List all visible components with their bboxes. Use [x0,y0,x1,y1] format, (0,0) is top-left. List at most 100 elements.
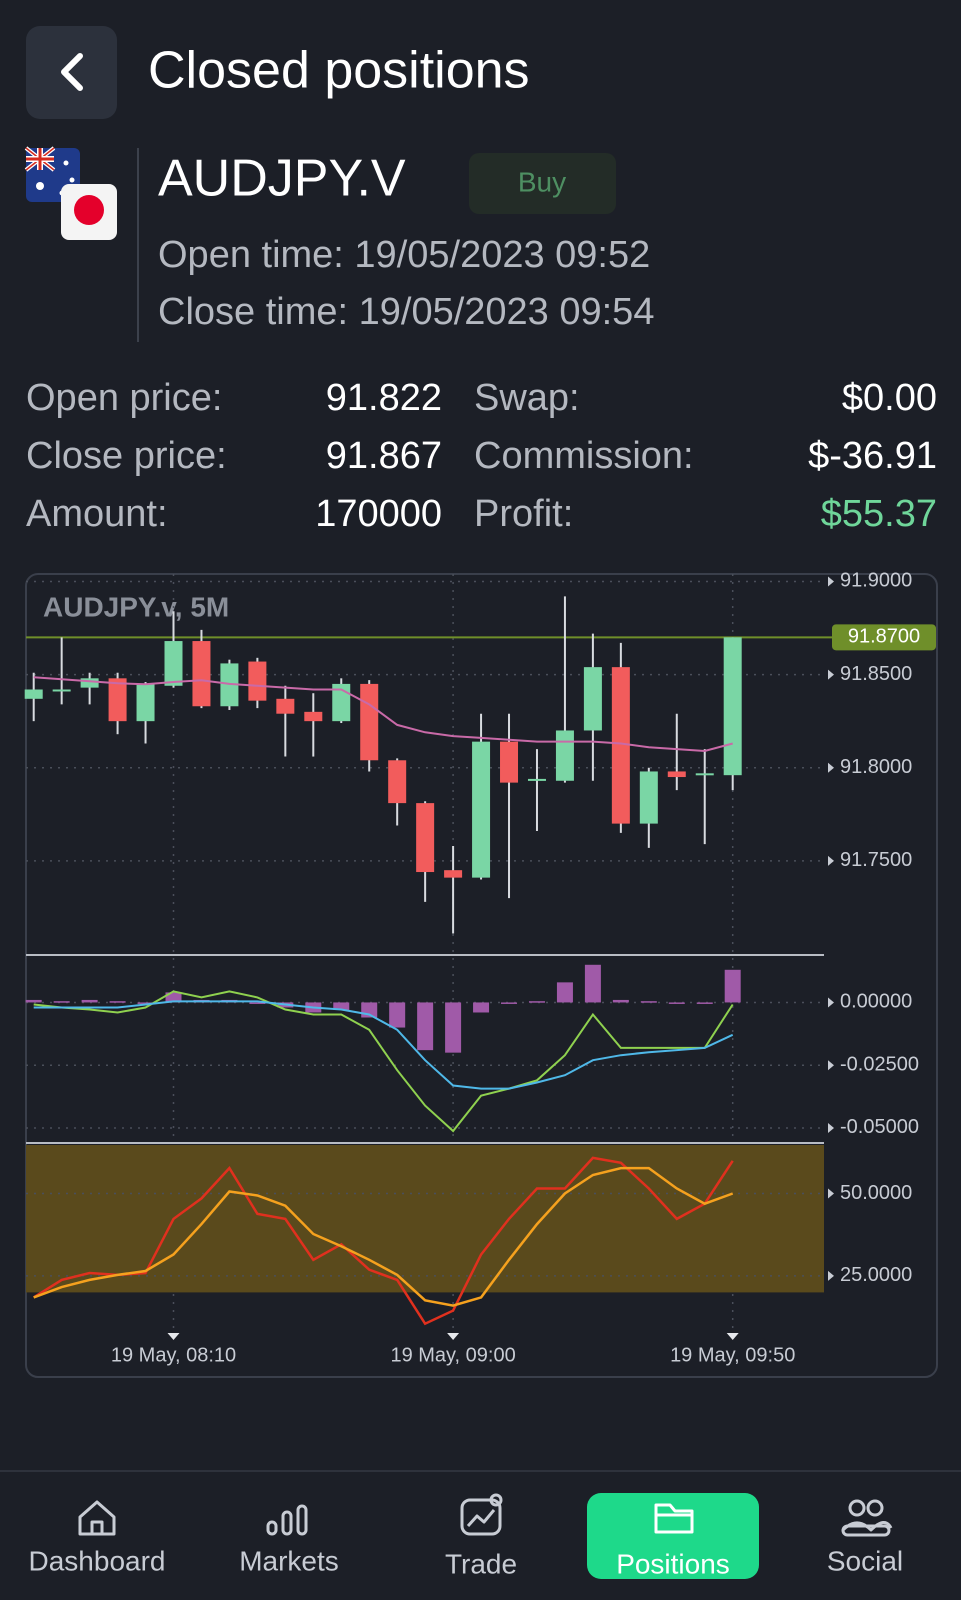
candle-body [24,689,43,699]
nav-label[interactable]: Trade [445,1548,517,1579]
candle-body [332,683,351,722]
side-label: Buy [518,166,566,197]
tick-mark [828,1270,834,1281]
tick-mark [828,997,834,1008]
candle-body [639,771,658,824]
x-tick-label: 19 May, 09:50 [670,1344,795,1366]
candle-body [136,683,155,722]
candle-body [583,667,602,731]
macd-histogram-bar [25,999,42,1003]
detail-label: Commission: [474,435,694,477]
details: Open price: 91.822 Swap: $0.00 Close price: 9… [26,377,937,535]
y-tick-label: -0.02500 [840,1053,919,1075]
tick-mark [828,669,834,680]
macd-histogram-bar [696,1002,713,1004]
nav-icons [78,1493,893,1537]
tick-mark [828,1122,834,1133]
macd-histogram-bar [165,992,182,1003]
macd-histogram-bar [249,1002,266,1004]
candle-body [723,637,742,776]
detail-value: 91.867 [326,435,442,477]
macd-histogram-bar [556,982,573,1003]
y-tick-label: 25.0000 [840,1264,912,1286]
price-badge-label: 91.8700 [848,626,920,648]
icon-markets[interactable] [266,1504,308,1536]
icon-trade[interactable] [460,1493,503,1536]
detail-value: $0.00 [842,377,937,419]
macd-histogram-bar [473,1002,490,1013]
y-tick-label: 91.7500 [840,849,912,871]
tick-mark [828,762,834,773]
y-tick-label: 91.8500 [840,663,912,685]
symbol: AUDJPY.V [158,150,406,208]
candle-body [527,778,546,781]
page-title: Closed positions [148,42,530,100]
detail-label: Open price: [26,377,222,419]
x-tick-mark [726,1333,739,1340]
flag-jp [61,184,117,240]
macd-histogram-bar [612,999,629,1003]
x-tick-label: 19 May, 09:00 [390,1344,515,1366]
moving-average [33,676,733,753]
candle-body [304,711,323,722]
candle-body [360,683,379,761]
candle-body [52,689,71,692]
nav-label[interactable]: Positions [616,1548,730,1579]
detail-value: $55.37 [821,493,937,535]
nav: Dashboard Markets Trade Positions Social [29,1545,904,1579]
y-tick-label: 91.8000 [840,756,912,778]
tick-mark [828,855,834,866]
macd-histogram-bar [53,1001,70,1003]
candle-body [444,870,463,878]
nav-label[interactable]: Markets [239,1545,339,1576]
candle-body [611,667,630,824]
candle-body [164,641,183,686]
detail-value: 170000 [315,493,442,535]
macd-histogram-bar [640,1001,657,1003]
macd-histogram-bar [501,1002,518,1004]
detail-value: $-36.91 [808,435,937,477]
tick-mark [828,576,834,587]
candle-body [108,678,127,722]
macd-histogram-bar [584,964,601,1003]
back-chevron[interactable] [61,53,83,91]
detail-label: Swap: [474,377,580,419]
macd-histogram-bar [81,999,98,1003]
detail-label: Amount: [26,493,168,535]
close-time: Close time: 19/05/2023 09:54 [158,291,654,333]
icon-dashboard[interactable] [78,1500,116,1536]
macd-histogram-bar [724,969,741,1003]
back-button-bg[interactable] [26,26,117,119]
x-tick-label: 19 May, 08:10 [111,1344,236,1366]
x-tick-mark [447,1333,460,1340]
nav-active-bg[interactable] [587,1493,759,1579]
nav-label[interactable]: Social [827,1545,903,1576]
chart: 91.9000 91.8500 91.8000 91.7500 AUDJPY.v, 5M… [24,570,936,1366]
open-time: Open time: 19/05/2023 09:52 [158,234,650,276]
macd-histogram-bar [528,1001,545,1003]
candle-body [555,730,574,781]
icon-social[interactable] [841,1499,893,1537]
price-badge [832,624,936,651]
stochastic-line [33,1156,734,1326]
stochastic-line [33,1166,734,1307]
detail-label: Profit: [474,493,573,535]
detail-value: 91.822 [326,377,442,419]
macd-histogram-bar [389,1002,406,1028]
macd-histogram-bar [109,1001,126,1003]
y-tick-label: 91.9000 [840,570,912,592]
nav-label[interactable]: Dashboard [29,1545,166,1576]
back-button[interactable] [26,26,117,119]
icon-positions[interactable] [654,1503,694,1534]
macd-line [33,1000,734,1090]
candle-body [416,803,435,873]
tick-mark [828,1188,834,1199]
candle-body [80,678,99,688]
y-tick-label: -0.05000 [840,1116,919,1138]
candle-body [388,760,407,804]
macd-histogram-bar [445,1002,462,1053]
candle-body [500,741,519,783]
macd-histogram-bar [668,1002,685,1004]
